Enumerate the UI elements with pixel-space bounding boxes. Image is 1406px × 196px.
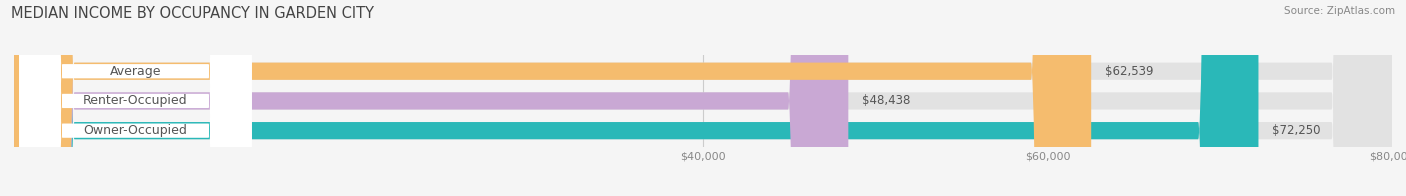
- FancyBboxPatch shape: [14, 0, 1392, 196]
- Text: $48,438: $48,438: [862, 94, 911, 107]
- Text: Source: ZipAtlas.com: Source: ZipAtlas.com: [1284, 6, 1395, 16]
- Text: Average: Average: [110, 65, 162, 78]
- Text: $62,539: $62,539: [1105, 65, 1153, 78]
- FancyBboxPatch shape: [14, 0, 1091, 196]
- FancyBboxPatch shape: [14, 0, 848, 196]
- Text: MEDIAN INCOME BY OCCUPANCY IN GARDEN CITY: MEDIAN INCOME BY OCCUPANCY IN GARDEN CIT…: [11, 6, 374, 21]
- FancyBboxPatch shape: [20, 0, 252, 196]
- FancyBboxPatch shape: [14, 0, 1258, 196]
- Text: Renter-Occupied: Renter-Occupied: [83, 94, 188, 107]
- Text: Owner-Occupied: Owner-Occupied: [83, 124, 187, 137]
- FancyBboxPatch shape: [14, 0, 1392, 196]
- FancyBboxPatch shape: [20, 0, 252, 196]
- Text: $72,250: $72,250: [1272, 124, 1320, 137]
- FancyBboxPatch shape: [20, 0, 252, 196]
- FancyBboxPatch shape: [14, 0, 1392, 196]
